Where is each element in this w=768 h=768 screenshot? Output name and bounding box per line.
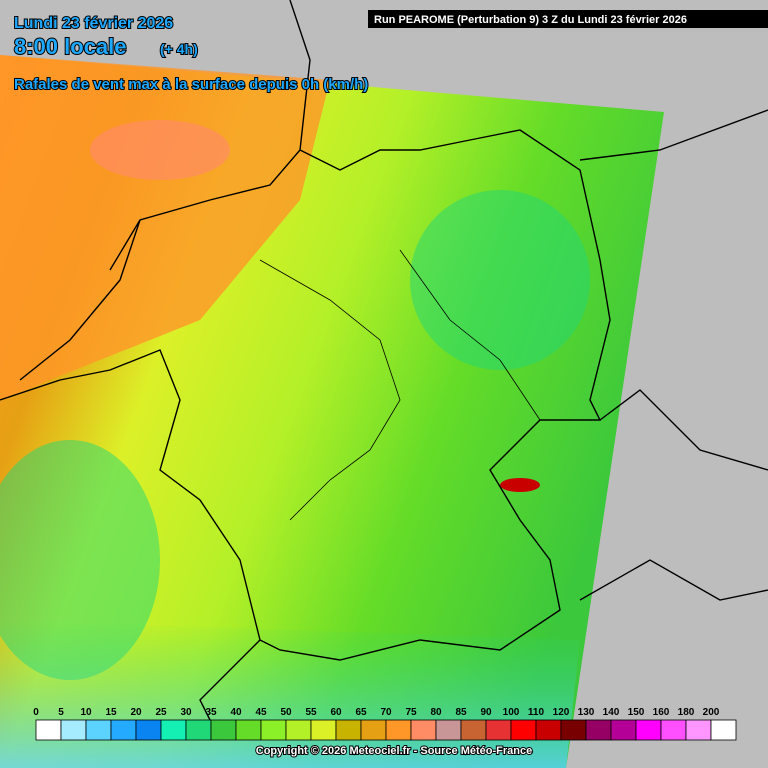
scale-label: 110 — [528, 707, 545, 718]
scale-swatch — [410, 719, 437, 741]
gust-area — [0, 440, 160, 680]
country-border — [0, 349, 261, 741]
scale-swatch — [285, 719, 312, 741]
country-border — [579, 559, 768, 601]
scale-swatch — [60, 719, 87, 741]
scale-swatch — [135, 719, 162, 741]
region-border — [399, 249, 541, 421]
gust-area — [90, 120, 230, 180]
coastline — [19, 219, 141, 381]
scale-swatch — [335, 719, 362, 741]
scale-swatch — [560, 719, 587, 741]
scale-label: 60 — [330, 707, 342, 718]
scale-label: 0 — [33, 707, 39, 718]
scale-label: 90 — [480, 707, 492, 718]
scale-label: 50 — [280, 707, 292, 718]
scale-label: 100 — [503, 707, 520, 718]
country-border — [579, 109, 768, 161]
scale-swatch — [310, 719, 337, 741]
country-border — [599, 389, 768, 471]
scale-label: 40 — [230, 707, 242, 718]
scale-swatch — [160, 719, 187, 741]
gust-area — [500, 478, 540, 492]
scale-label: 80 — [430, 707, 442, 718]
scale-swatch — [35, 719, 62, 741]
scale-swatch — [460, 719, 487, 741]
scale-swatch — [385, 719, 412, 741]
scale-swatch — [535, 719, 562, 741]
forecast-offset: (+ 4h) — [160, 41, 198, 57]
scale-label: 10 — [80, 707, 92, 718]
scale-swatch — [360, 719, 387, 741]
run-banner — [368, 10, 768, 28]
region-border — [259, 259, 401, 521]
scale-swatch — [110, 719, 137, 741]
scale-label: 15 — [105, 707, 117, 718]
copyright: Copyright © 2026 Meteociel.fr - Source M… — [256, 745, 532, 757]
date: Lundi 23 février 2026 — [14, 15, 173, 32]
scale-swatch — [585, 719, 612, 741]
scale-label: 55 — [305, 707, 317, 718]
scale-label: 35 — [205, 707, 217, 718]
scale-label: 5 — [58, 707, 64, 718]
scale-label: 85 — [455, 707, 467, 718]
scale-swatch — [185, 719, 212, 741]
scale-label: 200 — [703, 707, 720, 718]
scale-label: 45 — [255, 707, 267, 718]
scale-swatch — [85, 719, 112, 741]
scale-label: 30 — [180, 707, 192, 718]
scale-label: 25 — [155, 707, 167, 718]
scale-label: 75 — [405, 707, 417, 718]
scale-swatch — [210, 719, 237, 741]
scale-label: 65 — [355, 707, 367, 718]
scale-swatch — [260, 719, 287, 741]
scale-label: 70 — [380, 707, 392, 718]
scale-swatch — [660, 719, 687, 741]
scale-label: 140 — [603, 707, 620, 718]
coastline — [289, 0, 311, 151]
run-info: Run PEAROME (Perturbation 9) 3 Z du Lund… — [374, 14, 687, 26]
gust-area — [410, 190, 590, 370]
scale-label: 160 — [653, 707, 670, 718]
scale-swatch — [485, 719, 512, 741]
scale-swatch — [435, 719, 462, 741]
field-title: Rafales de vent max à la surface depuis … — [14, 76, 368, 93]
scale-swatch — [235, 719, 262, 741]
scale-label: 120 — [553, 707, 570, 718]
scale-label: 130 — [578, 707, 595, 718]
color-scale: 0 5 10 15 20 25 30 35 40 45 50 55 60 65 70 75 80 85 90 100 1… — [33, 707, 737, 741]
local-time: 8:00 locale — [14, 34, 127, 59]
borders — [0, 0, 768, 741]
scale-swatch — [685, 719, 712, 741]
scale-swatch — [610, 719, 637, 741]
scale-swatch — [635, 719, 662, 741]
scale-swatch — [710, 719, 737, 741]
high-gust-zone — [0, 55, 330, 400]
scale-swatch — [510, 719, 537, 741]
scale-label: 20 — [130, 707, 142, 718]
scale-label: 180 — [678, 707, 695, 718]
scale-label: 150 — [628, 707, 645, 718]
